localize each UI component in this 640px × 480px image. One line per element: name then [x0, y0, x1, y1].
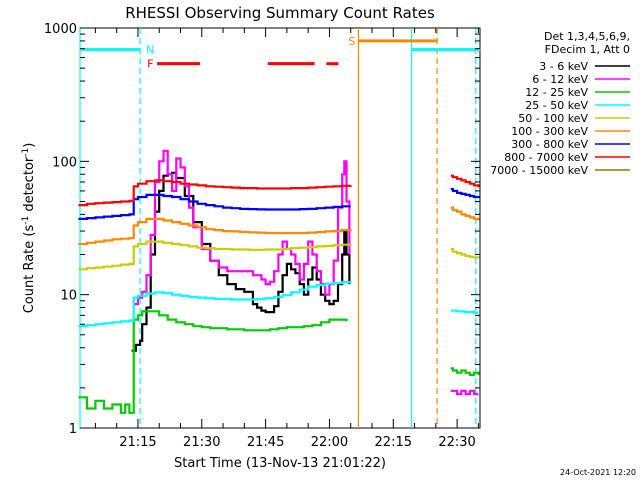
x-tick-label-0: 21:15: [119, 435, 156, 450]
legend-label-8: 7000 - 15000 keV: [490, 164, 588, 177]
legend-label-5: 100 - 300 keV: [511, 125, 588, 138]
y-axis-label-exp-1: -1: [21, 216, 31, 225]
series-line-late-4: [450, 247, 480, 259]
y-tick-label-3: 1000: [44, 22, 77, 37]
legend-label-6: 300 - 800 keV: [511, 138, 588, 151]
legend-label-4: 50 - 100 keV: [518, 112, 588, 125]
series-line-3: [78, 281, 352, 328]
legend-header-line-2: FDecim 1, Att 0: [545, 43, 630, 56]
legend-header-line-1: Det 1,3,4,5,6,9,: [544, 30, 630, 43]
y-axis-label-part-1: Count Rate (s: [22, 225, 37, 314]
series-line-late-3: [450, 309, 479, 314]
series-line-0: [131, 171, 351, 352]
series-line-late-2: [450, 367, 480, 376]
series-line-2: [78, 310, 348, 414]
series-line-late-5: [450, 206, 480, 221]
y-axis-label: Count Rate (s-1 detector-1): [21, 143, 37, 314]
timestamp: 24-Oct-2021 12:20: [560, 468, 636, 477]
x-tick-label-5: 22:30: [438, 435, 475, 450]
series-line-5: [78, 217, 352, 246]
series-line-7: [78, 179, 352, 207]
y-axis-label-exp-2: -1: [21, 148, 31, 157]
x-tick-label-3: 22:00: [311, 435, 348, 450]
y-tick-label-0: 1: [69, 422, 77, 437]
x-axis-label: Start Time (13-Nov-13 21:01:22): [174, 456, 386, 471]
series-line-1: [133, 149, 351, 306]
legend-label-1: 6 - 12 keV: [532, 73, 588, 86]
y-tick-label-1: 10: [60, 289, 77, 304]
legend-label-3: 25 - 50 keV: [525, 99, 588, 112]
series-line-late-1: [450, 389, 479, 396]
plot-area: NF S 1 10 100 1000 21:15 21:30 21:45 22:00 22:15 22…: [44, 22, 481, 450]
legend-label-7: 800 - 7000 keV: [504, 151, 588, 164]
y-axis-label-part-2: detector: [22, 156, 37, 216]
x-tick-label-4: 22:15: [375, 435, 412, 450]
flag-label-S: S: [348, 35, 355, 48]
flag-label-F: F: [147, 58, 153, 71]
legend-label-2: 12 - 25 keV: [525, 86, 588, 99]
flag-label-N: N: [146, 43, 154, 56]
x-tick-label-1: 21:30: [183, 435, 220, 450]
chart-title: RHESSI Observing Summary Count Rates: [125, 4, 435, 22]
series-line-4: [78, 240, 352, 271]
series-line-6: [78, 193, 351, 220]
x-tick-label-2: 21:45: [247, 435, 284, 450]
legend-label-0: 3 - 6 keV: [539, 60, 588, 73]
series-line-late-6: [450, 187, 480, 199]
series-line-late-7: [450, 174, 480, 188]
y-tick-label-2: 100: [52, 155, 77, 170]
y-axis-label-part-3: ): [22, 143, 37, 148]
